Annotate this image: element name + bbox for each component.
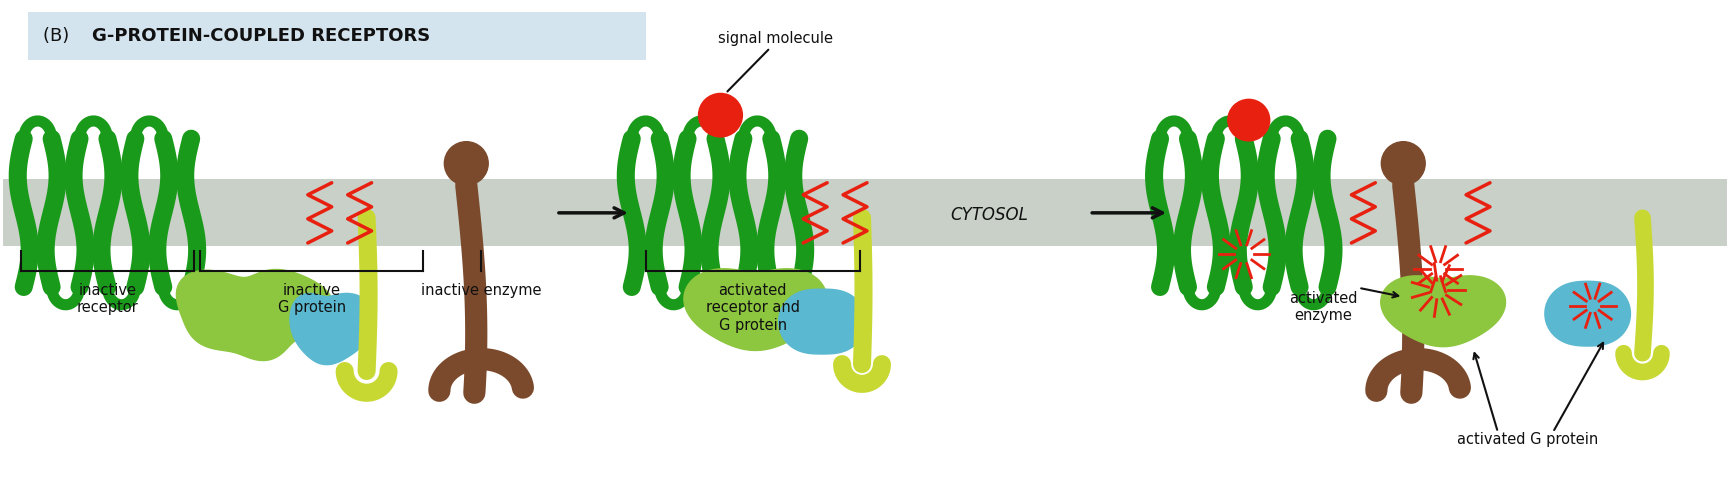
Text: inactive enzyme: inactive enzyme	[420, 283, 541, 298]
Text: CYTOSOL: CYTOSOL	[952, 206, 1029, 224]
Text: (B): (B)	[43, 27, 80, 45]
Circle shape	[445, 142, 488, 185]
Polygon shape	[1381, 276, 1505, 347]
Polygon shape	[1545, 281, 1630, 346]
Circle shape	[1228, 99, 1270, 141]
Polygon shape	[683, 269, 827, 351]
Text: G-PROTEIN-COUPLED RECEPTORS: G-PROTEIN-COUPLED RECEPTORS	[92, 27, 431, 45]
Polygon shape	[291, 293, 375, 365]
Polygon shape	[778, 289, 865, 354]
Text: inactive
G protein: inactive G protein	[279, 283, 346, 315]
Text: activated G protein: activated G protein	[1457, 432, 1599, 447]
Polygon shape	[176, 270, 334, 360]
Text: activated
receptor and
G protein: activated receptor and G protein	[706, 283, 799, 333]
Circle shape	[699, 93, 742, 137]
Text: inactive
receptor: inactive receptor	[76, 283, 138, 315]
Bar	[28, 13, 645, 60]
Text: activated
enzyme: activated enzyme	[1289, 291, 1358, 323]
Text: signal molecule: signal molecule	[718, 31, 832, 46]
Circle shape	[1381, 142, 1426, 185]
Bar	[3, 179, 1727, 246]
